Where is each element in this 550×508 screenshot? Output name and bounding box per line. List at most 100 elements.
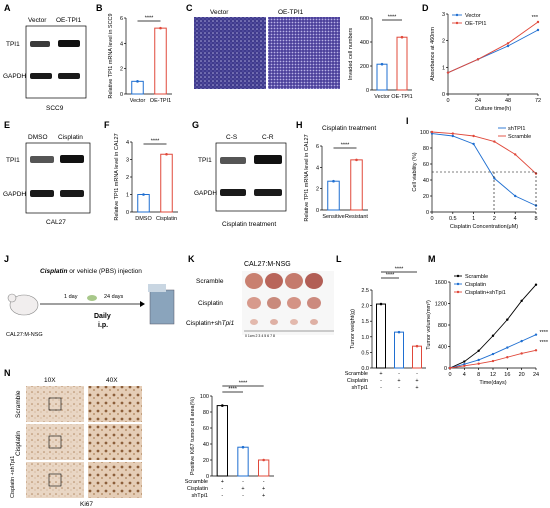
data-point (451, 132, 454, 135)
data-point (514, 153, 517, 156)
blot-caption: Cisplatin treatment (222, 221, 276, 228)
bar-chart-l: 0.0 0.5 1.0 1.5 2.0 2.5 Tumor weight(g) *******… (345, 267, 426, 391)
y-tick-label: 0 (120, 92, 123, 98)
bar (327, 180, 340, 211)
data-point (520, 352, 523, 355)
imaging-device-icon (148, 284, 166, 292)
blot-row-label: GAPDH (3, 73, 26, 80)
schema-text: Daily (94, 313, 111, 320)
data-point (534, 333, 538, 336)
condition-mark: + (262, 493, 265, 499)
x-tick-label: 8 (534, 216, 537, 222)
blot-caption: SCC9 (46, 105, 64, 112)
data-point (514, 194, 517, 198)
x-tick-label: 48 (505, 98, 511, 104)
data-point (463, 360, 466, 363)
condition-mark: - (263, 479, 265, 485)
sig-label: **** (386, 273, 395, 279)
mouse-icon (9, 294, 39, 316)
photo-row-label: Cisplatin+shTpi1 (186, 320, 235, 327)
bar (216, 405, 229, 477)
legend-label: shTPI1 (508, 126, 525, 132)
x-tick-label: 0.5 (449, 216, 457, 222)
data-point (506, 44, 510, 48)
sig-label: **** (228, 387, 237, 393)
schema-text: Cisplatin or vehicle (PBS) injection (40, 268, 142, 275)
y-tick-label: 1 (442, 65, 445, 71)
y-tick-label: 60 (423, 162, 429, 168)
y-tick-label: 100 (200, 394, 209, 400)
y-tick-label: 3 (126, 158, 129, 164)
tumor-row-shtpi1 (250, 319, 318, 325)
blot-band (220, 157, 246, 164)
x-tick-label: Sensitive (322, 214, 344, 220)
blot-band (60, 190, 84, 197)
panel-letter-a: A (4, 3, 11, 13)
x-tick-label: 12 (490, 372, 496, 378)
data-point (477, 362, 480, 365)
y-tick-label: 20 (423, 194, 429, 200)
condition-mark: + (221, 479, 224, 485)
chart-title: Cisplatin treatment (322, 125, 376, 132)
data-point (448, 366, 452, 370)
data-point (451, 134, 454, 138)
data-point (397, 330, 401, 334)
data-point (491, 334, 495, 337)
y-tick-label: 1.5 (361, 319, 369, 325)
data-point (415, 344, 419, 348)
line-chart-d: 0 1 2 3 Absorbance at 460nm 0 24 48 72 Culture ti… (430, 12, 541, 112)
legend-label: OE-TPI1 (465, 21, 486, 27)
condition-mark: - (221, 486, 223, 492)
condition-mark: + (262, 486, 265, 492)
legend-marker (456, 282, 460, 286)
condition-mark: - (221, 493, 223, 499)
y-tick-label: 2 (120, 67, 123, 73)
condition-mark: - (380, 378, 382, 384)
data-point (506, 42, 510, 45)
x-tick-label: 8 (477, 372, 480, 378)
y-tick-label: 60 (203, 426, 209, 432)
y-tick-label: 0 (444, 366, 447, 372)
condition-label: shTpi1 (191, 493, 208, 499)
x-tick-label: Cisplatin (156, 216, 177, 222)
panel-letter-i: I (406, 116, 409, 126)
bar (154, 27, 167, 95)
sig-label: **** (395, 267, 404, 273)
y-tick-label: 80 (203, 410, 209, 416)
y-tick-label: 600 (360, 16, 369, 22)
series-line (447, 21, 539, 74)
x-tick-label: 1 (472, 216, 475, 222)
ihc-grid (26, 386, 142, 498)
panel-letter-h: H (296, 120, 303, 130)
legend-label: Cisplatin+shTpi1 (465, 290, 506, 296)
data-point (506, 356, 509, 359)
series-line (449, 334, 537, 369)
y-tick-label: 0 (366, 88, 369, 94)
y-axis-label: Cell viability (%) (412, 152, 418, 191)
blot-frame (25, 142, 91, 214)
panel-letter-b: B (96, 3, 103, 13)
condition-mark: - (416, 371, 418, 377)
y-tick-label: 0 (126, 210, 129, 216)
y-axis-label: Relative TPI1 mRNA level in SCC9 (108, 13, 114, 98)
y-tick-label: 100 (420, 130, 429, 136)
panel-letter-l: L (336, 254, 342, 264)
blot-caption: CAL27 (46, 219, 66, 226)
y-tick-label: 0.0 (361, 366, 369, 372)
invasion-image-oe (268, 17, 340, 89)
data-point (491, 352, 495, 356)
panel-letter-f: F (104, 120, 110, 130)
sig-label: **** (145, 16, 154, 22)
data-point (477, 349, 480, 352)
blot-band (30, 41, 50, 47)
bar (412, 345, 422, 369)
data-point (536, 28, 540, 32)
legend-marker (456, 290, 460, 294)
sig-label: *** (532, 15, 539, 21)
condition-mark: - (398, 385, 400, 391)
x-tick-label: Vector (374, 94, 390, 100)
data-point (520, 339, 523, 343)
x-tick-label: 2 (493, 216, 496, 222)
bar (376, 303, 386, 369)
x-tick-label: OE-TPI1 (150, 98, 171, 104)
